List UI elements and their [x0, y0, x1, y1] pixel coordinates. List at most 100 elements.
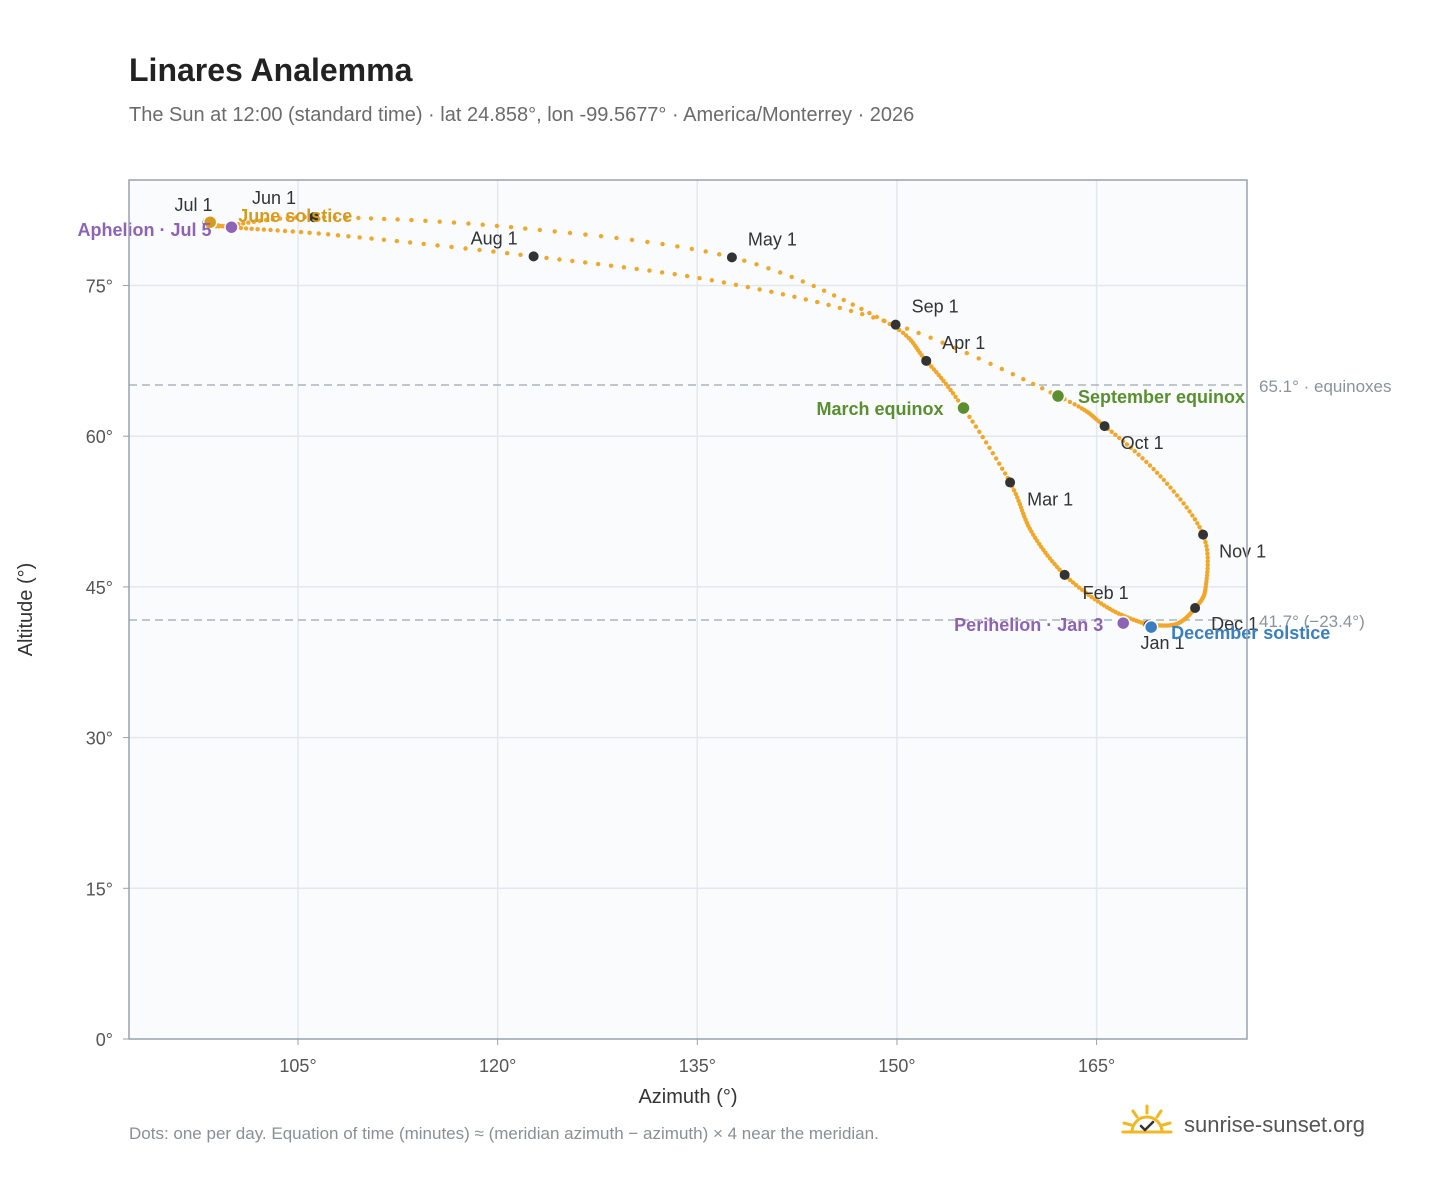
daily-dot	[952, 345, 957, 350]
daily-dot	[980, 434, 985, 440]
daily-dot	[621, 265, 627, 270]
daily-dot	[277, 216, 283, 221]
daily-dot	[1168, 485, 1173, 490]
daily-dot	[811, 283, 816, 289]
daily-dot	[1076, 404, 1081, 409]
event-marker	[1143, 619, 1159, 635]
daily-dot	[368, 216, 374, 221]
daily-dot	[1098, 601, 1104, 606]
daily-dot	[369, 236, 374, 241]
daily-dot	[1015, 495, 1020, 500]
x-tick-label: 120°	[479, 1056, 516, 1076]
daily-dot	[614, 235, 619, 241]
daily-dot	[999, 366, 1004, 372]
month-marker	[726, 252, 737, 263]
daily-dot	[557, 257, 562, 262]
daily-dot	[282, 228, 288, 234]
daily-dot	[1181, 501, 1186, 506]
daily-dot	[1072, 402, 1077, 407]
chart-title: Linares Analemma	[129, 52, 413, 88]
daily-dot	[757, 287, 762, 292]
daily-dot	[268, 227, 273, 233]
daily-dot	[1086, 592, 1091, 597]
daily-dot	[1136, 452, 1141, 457]
daily-dot	[745, 284, 750, 290]
daily-dot	[491, 249, 496, 254]
daily-dot	[769, 289, 774, 294]
daily-dot	[249, 226, 254, 231]
daily-dot	[394, 238, 399, 244]
daily-dot	[251, 219, 256, 224]
event-marker	[1115, 615, 1131, 631]
event-marker	[202, 214, 218, 230]
daily-dot	[1109, 429, 1114, 434]
daily-dot	[841, 297, 846, 303]
daily-dot	[246, 220, 251, 225]
daily-dot	[1151, 466, 1156, 472]
daily-dot	[325, 232, 331, 237]
daily-dot	[987, 445, 992, 450]
daily-dot	[298, 229, 304, 235]
daily-dot	[967, 414, 972, 419]
daily-dot	[346, 234, 351, 239]
daily-dot	[948, 387, 953, 393]
daily-dot	[660, 241, 665, 247]
daily-dot	[754, 262, 759, 267]
event-marker	[956, 400, 971, 416]
daily-dot	[903, 333, 909, 338]
daily-dot	[929, 364, 934, 369]
daily-dot	[997, 461, 1002, 466]
daily-dot	[1187, 509, 1192, 514]
daily-dot	[1002, 471, 1008, 476]
daily-dot	[1205, 559, 1210, 564]
daily-dot	[871, 315, 876, 320]
daily-dot	[850, 302, 855, 307]
daily-dot	[1011, 488, 1017, 493]
daily-dot	[778, 270, 783, 275]
daily-dot	[583, 232, 588, 237]
daily-dot	[1083, 590, 1088, 595]
daily-dot	[1124, 442, 1130, 447]
plot-border	[128, 179, 1248, 1040]
daily-dot	[950, 391, 956, 396]
daily-dot	[789, 274, 794, 280]
month-marker	[1059, 569, 1070, 580]
daily-dot	[449, 244, 454, 250]
daily-dot	[689, 246, 694, 252]
sun-logo-icon	[1121, 1104, 1173, 1134]
daily-dot	[837, 305, 842, 311]
daily-dot	[1195, 521, 1200, 526]
daily-dot	[275, 228, 280, 233]
x-axis-label: Azimuth (°)	[638, 1086, 737, 1108]
daily-dot	[293, 215, 299, 220]
daily-dot	[1013, 491, 1018, 497]
daily-dot	[1067, 399, 1073, 405]
daily-dot	[946, 384, 951, 390]
daily-dot	[659, 270, 665, 275]
brand[interactable]: sunrise-sunset.org	[1120, 1102, 1365, 1148]
event-label: Aphelion · Jul 5	[77, 220, 211, 240]
daily-dot	[307, 230, 312, 235]
daily-dot	[955, 398, 961, 403]
daily-dot	[1144, 459, 1149, 465]
month-marker	[1099, 421, 1110, 432]
brand-name[interactable]: sunrise-sunset.org	[1184, 1112, 1365, 1137]
daily-dot	[1132, 449, 1137, 454]
axis-ticks: 105° 120° 135° 150° 165° 0° 15° 30° 45° 60° 75°	[86, 276, 1115, 1076]
daily-dot	[316, 231, 321, 236]
daily-dot	[993, 456, 999, 461]
y-tick-label: 0°	[96, 1030, 113, 1050]
daily-dot	[1190, 513, 1195, 518]
daily-dot	[988, 361, 993, 366]
daily-dot	[684, 273, 690, 279]
daily-dot	[1205, 551, 1210, 556]
daily-dot	[916, 330, 921, 336]
daily-dot	[1205, 562, 1210, 568]
daily-dot	[936, 372, 941, 378]
daily-dot	[1171, 489, 1177, 494]
daily-dot	[463, 246, 468, 251]
daily-dot	[243, 226, 249, 231]
daily-dot	[675, 244, 680, 249]
month-marker	[1005, 477, 1016, 488]
daily-dot	[567, 230, 573, 236]
